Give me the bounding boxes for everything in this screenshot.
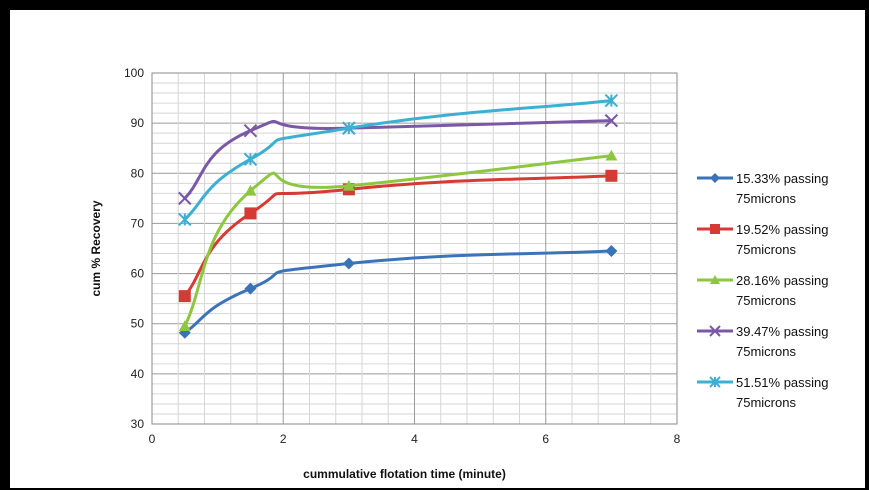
asterisk-marker (342, 121, 356, 135)
x-marker (709, 325, 721, 337)
x-marker (243, 123, 258, 138)
square-marker (178, 290, 191, 303)
x-marker (604, 113, 619, 128)
y-tick-label: 70 (131, 216, 145, 230)
axis-ticks: 30 40 50 60 70 80 90 100 0 2 4 6 8 (124, 66, 681, 446)
legend-label: 19.52% passing (736, 222, 829, 237)
series-layer (178, 93, 619, 339)
diamond-marker (244, 282, 257, 295)
legend-label: 51.51% passing (736, 375, 829, 390)
series-5 (178, 93, 619, 227)
legend: 15.33% passing 75microns 19.52% passing 75m… (697, 171, 829, 410)
x-tick-label: 2 (280, 432, 287, 446)
y-tick-label: 60 (131, 267, 145, 281)
legend-label: 39.47% passing (736, 324, 829, 339)
series-1 (178, 245, 618, 339)
series-3 (178, 149, 618, 332)
legend-item: 39.47% passing 75microns (697, 324, 829, 359)
triangle-marker (178, 320, 191, 332)
diamond-marker (710, 173, 720, 183)
x-marker-stroke (604, 113, 619, 128)
square-marker (605, 169, 618, 182)
diamond-marker (342, 257, 355, 270)
legend-label: 75microns (736, 191, 796, 206)
y-tick-label: 80 (131, 166, 145, 180)
asterisk-marker (604, 93, 619, 108)
x-tick-label: 0 (149, 432, 156, 446)
square-marker (710, 224, 720, 234)
legend-label: 28.16% passing (736, 273, 829, 288)
x-marker-stroke (709, 325, 721, 337)
legend-label: 75microns (736, 242, 796, 257)
diamond-marker (605, 245, 618, 258)
triangle-marker (605, 149, 618, 161)
asterisk-marker (243, 152, 258, 166)
x-tick-label: 8 (674, 432, 681, 446)
x-tick-label: 4 (411, 432, 418, 446)
legend-label: 75microns (736, 293, 796, 308)
square-marker (244, 207, 257, 220)
triangle-marker (710, 275, 720, 284)
y-tick-label: 30 (131, 417, 145, 431)
legend-label: 75microns (736, 344, 796, 359)
series-line (183, 154, 613, 328)
triangle-marker (342, 179, 355, 191)
y-tick-label: 90 (131, 116, 145, 130)
series-line (183, 249, 613, 335)
series-line (183, 119, 613, 200)
x-tick-label: 6 (542, 432, 549, 446)
series-line (183, 174, 613, 298)
plot-area (151, 72, 678, 425)
legend-label: 15.33% passing (736, 171, 829, 186)
series-2 (178, 169, 618, 303)
series-4 (178, 113, 619, 206)
y-tick-label: 50 (131, 317, 145, 331)
legend-item: 19.52% passing 75microns (697, 222, 829, 257)
series-line (183, 99, 613, 221)
x-marker-stroke (178, 191, 192, 206)
legend-item: 15.33% passing 75microns (697, 171, 829, 206)
x-marker-stroke (243, 123, 258, 138)
legend-item: 28.16% passing 75microns (697, 273, 829, 308)
x-axis-title: cummulative flotation time (minute) (303, 467, 506, 481)
legend-item: 51.51% passing 75microns (697, 375, 829, 410)
asterisk-marker (178, 212, 192, 227)
asterisk-marker (709, 376, 721, 388)
y-tick-label: 40 (131, 367, 145, 381)
triangle-marker (244, 184, 257, 196)
y-axis-title: cum % Recovery (89, 200, 103, 296)
legend-label: 75microns (736, 395, 796, 410)
x-marker (178, 191, 192, 206)
y-tick-label: 100 (124, 66, 144, 80)
